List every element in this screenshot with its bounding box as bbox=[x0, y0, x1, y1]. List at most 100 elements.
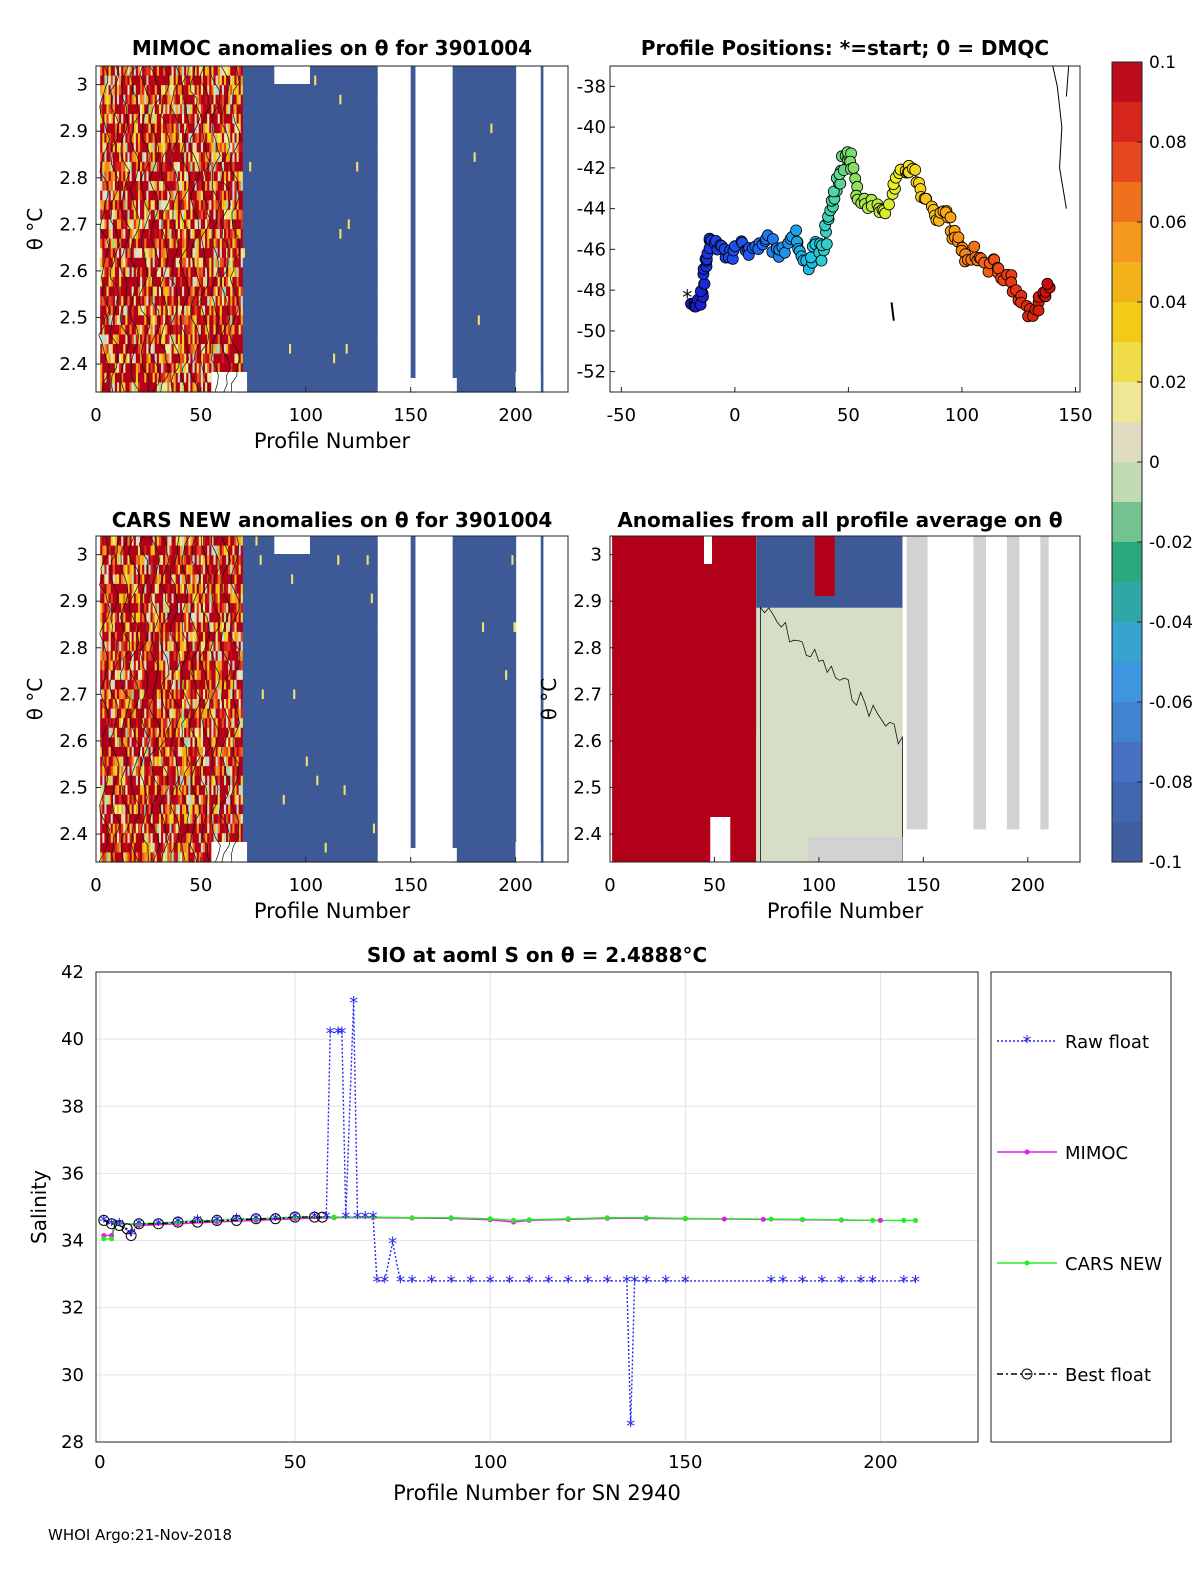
heat-cell bbox=[108, 305, 112, 316]
heat-cell bbox=[272, 296, 275, 307]
heat-cell bbox=[270, 257, 273, 268]
heat-cell bbox=[280, 142, 284, 153]
heat-cell bbox=[119, 382, 122, 393]
heat-cell bbox=[213, 209, 217, 221]
heat-cell bbox=[297, 171, 301, 182]
heat-cell bbox=[129, 209, 133, 221]
heat-cell bbox=[184, 363, 187, 374]
heat-cell bbox=[333, 133, 336, 144]
heat-cell bbox=[219, 152, 223, 163]
heat-cell bbox=[192, 334, 196, 345]
heat-cell bbox=[307, 219, 311, 230]
heat-cell bbox=[177, 171, 181, 182]
heat-cell bbox=[142, 382, 145, 393]
heat-cell bbox=[316, 267, 319, 278]
heat-cell bbox=[280, 123, 284, 134]
heat-cell bbox=[198, 344, 202, 355]
heat-cell bbox=[251, 142, 254, 153]
heat-cell bbox=[337, 113, 340, 125]
heat-cell bbox=[301, 353, 305, 364]
heat-cell bbox=[129, 344, 133, 355]
heat-cell bbox=[102, 315, 105, 326]
heat-cell bbox=[251, 267, 254, 278]
heat-cell bbox=[257, 324, 261, 336]
heat-cell bbox=[226, 133, 229, 144]
heat-cell bbox=[314, 372, 317, 384]
heat-cell bbox=[150, 75, 154, 86]
heat-cell bbox=[259, 152, 263, 163]
heat-cell bbox=[177, 344, 181, 355]
heat-cell bbox=[330, 363, 334, 374]
heat-cell bbox=[276, 267, 280, 278]
heat-cell bbox=[249, 315, 252, 326]
heat-cell bbox=[186, 181, 189, 192]
heat-cell bbox=[242, 113, 246, 125]
heat-cell bbox=[309, 133, 313, 144]
heat-cell bbox=[100, 171, 103, 182]
heat-cell bbox=[192, 286, 196, 297]
heat-cell bbox=[198, 104, 202, 115]
heat-cell bbox=[318, 382, 322, 393]
heat-cell bbox=[125, 382, 129, 393]
heat-cell bbox=[288, 334, 292, 345]
heat-cell bbox=[211, 324, 215, 336]
heat-cell bbox=[104, 219, 108, 230]
heat-cell bbox=[112, 324, 116, 336]
heat-cell bbox=[152, 334, 156, 345]
heat-cell bbox=[194, 353, 198, 364]
heat-cell bbox=[232, 296, 236, 307]
heat-cell bbox=[261, 181, 265, 192]
heat-cell bbox=[278, 334, 282, 345]
heat-cell bbox=[341, 324, 345, 336]
heat-cell bbox=[116, 315, 120, 326]
heat-cell bbox=[123, 190, 126, 201]
heat-cell bbox=[163, 133, 166, 144]
heat-cell bbox=[253, 209, 257, 221]
heat-cell bbox=[230, 181, 233, 192]
heat-cell bbox=[114, 382, 118, 393]
heat-cell bbox=[202, 161, 206, 173]
heat-cell bbox=[236, 344, 240, 355]
heat-cell bbox=[343, 276, 347, 288]
heat-cell bbox=[268, 248, 271, 259]
heat-cell bbox=[263, 171, 267, 182]
heat-cell bbox=[221, 344, 225, 355]
heat-cell bbox=[230, 363, 233, 374]
heat-cell bbox=[154, 315, 158, 326]
heat-cell bbox=[108, 315, 112, 326]
heat-cell bbox=[316, 94, 319, 105]
heat-cell bbox=[345, 324, 349, 336]
heat-cell bbox=[249, 257, 252, 268]
heat-cell bbox=[303, 305, 307, 316]
heat-cell bbox=[104, 171, 108, 182]
heat-cell bbox=[328, 209, 332, 221]
heat-cell bbox=[179, 75, 183, 86]
heat-cell bbox=[213, 276, 217, 288]
heat-cell bbox=[295, 257, 298, 268]
heat-cell bbox=[186, 286, 189, 297]
heat-cell bbox=[100, 248, 103, 259]
heat-cell bbox=[328, 276, 332, 288]
heat-cell bbox=[121, 66, 124, 77]
heat-cell bbox=[326, 123, 330, 134]
heat-cell bbox=[257, 315, 261, 326]
heat-cell bbox=[106, 104, 110, 115]
heat-cell bbox=[274, 152, 278, 163]
heat-cell bbox=[272, 209, 275, 221]
heat-cell bbox=[234, 209, 238, 221]
heat-cell bbox=[112, 315, 116, 326]
heat-cell bbox=[133, 353, 137, 364]
heat-cell bbox=[217, 286, 221, 297]
heat-cell bbox=[284, 200, 288, 211]
heat-cell bbox=[173, 382, 177, 393]
heat-cell bbox=[179, 296, 183, 307]
heat-cell bbox=[288, 257, 292, 268]
heat-cell bbox=[322, 104, 326, 115]
heat-cell bbox=[255, 200, 259, 211]
heat-cell bbox=[152, 85, 156, 96]
heat-cell bbox=[169, 334, 173, 345]
heat-cell bbox=[179, 181, 183, 192]
heat-cell bbox=[104, 334, 108, 345]
heat-cell bbox=[234, 113, 238, 125]
heat-cell bbox=[148, 66, 152, 77]
